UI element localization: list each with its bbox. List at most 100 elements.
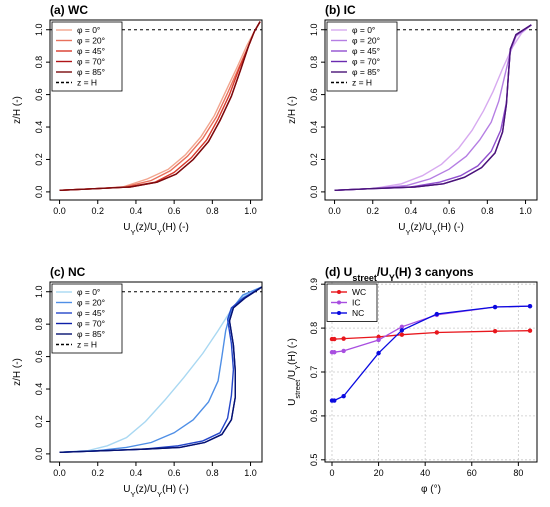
y-tick-label: 0.8	[34, 318, 44, 331]
legend-label: φ = 20°	[77, 36, 105, 46]
legend-label: φ = 85°	[352, 67, 380, 77]
legend-label: z = H	[77, 340, 97, 350]
y-tick-label: 1.0	[309, 23, 319, 36]
legend-label: φ = 0°	[77, 25, 100, 35]
legend: φ = 0°φ = 20°φ = 45°φ = 70°φ = 85°z = H	[51, 283, 123, 354]
y-axis-label: Ustreet/UY(H) (-)	[287, 338, 302, 406]
y-tick-label: 0.6	[309, 88, 319, 101]
legend-label: φ = 0°	[77, 287, 100, 297]
legend-marker	[337, 290, 341, 294]
data-point	[376, 334, 381, 340]
legend-label: φ = 45°	[352, 46, 380, 56]
y-tick-label: 0.2	[34, 153, 44, 166]
y-tick-label: 1.0	[34, 285, 44, 298]
data-point	[332, 336, 337, 342]
x-tick-label: 0.6	[168, 206, 181, 216]
legend-label: WC	[352, 287, 366, 297]
panel-title: (b) IC	[325, 3, 356, 17]
data-point	[376, 350, 381, 356]
x-tick-label: 0.6	[443, 206, 456, 216]
y-tick-label: 0.4	[34, 121, 44, 134]
data-point	[492, 328, 498, 334]
y-tick-label: 0.8	[309, 322, 319, 335]
y-tick-label: 0.5	[309, 454, 319, 467]
y-axis-label: z/H (-)	[12, 358, 23, 386]
x-tick-label: 1.0	[244, 206, 257, 216]
y-tick-label: 0.7	[309, 366, 319, 379]
data-point	[527, 328, 533, 333]
legend-label: NC	[352, 308, 364, 318]
chart-panel-a: 0.0 0.2 0.4 0.6 0.8 1.0 0.0 0.2 0.4 0.6 0.8 1.0 (a) …	[12, 3, 263, 237]
panel-title: (c) NC	[50, 265, 86, 279]
chart-panel-c: 0.0 0.2 0.4 0.6 0.8 1.0 0.0 0.2 0.4 0.6 0.8 1.0 (c) …	[12, 265, 263, 499]
chart-panel-d: 0 20 40 60 80 0.5 0.6 0.7 0.8 0.9 (d) Ustreet/UY(H…	[287, 265, 538, 495]
plot-frame	[49, 281, 263, 463]
x-tick-label: 0.2	[366, 206, 379, 216]
legend-label: φ = 85°	[77, 67, 105, 77]
y-tick-label: 0.9	[309, 278, 319, 291]
series-line-b-4	[334, 24, 532, 191]
legend: φ = 0°φ = 20°φ = 45°φ = 70°φ = 85°z = H	[326, 21, 398, 92]
y-tick-label: 0.2	[309, 153, 319, 166]
panel-title: (d) Ustreet/UY(H) 3 canyons	[325, 265, 474, 283]
legend-box	[51, 283, 123, 354]
legend-marker	[337, 311, 341, 315]
x-axis-label: UY(z)/UY(H) (-)	[398, 222, 464, 237]
legend-box	[326, 21, 398, 92]
legend-label: φ = 45°	[77, 308, 105, 318]
data-point	[399, 324, 405, 329]
legend: φ = 0°φ = 20°φ = 45°φ = 70°φ = 85°z = H	[51, 21, 123, 92]
x-axis-label: UY(z)/UY(H) (-)	[123, 484, 189, 499]
legend-label: φ = 70°	[77, 57, 105, 67]
y-tick-label: 0.6	[34, 88, 44, 101]
legend-label: φ = 0°	[352, 25, 375, 35]
x-tick-label: 0	[329, 468, 334, 478]
x-tick-label: 1.0	[244, 468, 257, 478]
x-tick-label: 0.2	[91, 206, 104, 216]
legend-marker	[337, 300, 341, 305]
data-point	[399, 328, 405, 333]
chart-panel-b: 0.0 0.2 0.4 0.6 0.8 1.0 0.0 0.2 0.4 0.6 0.8 1.0 (b) …	[287, 3, 538, 237]
x-tick-label: 80	[513, 468, 523, 478]
x-tick-label: 0.8	[481, 206, 494, 216]
x-tick-label: 0.4	[130, 206, 143, 216]
x-axis-label: φ (°)	[421, 484, 441, 495]
y-axis-label: z/H (-)	[12, 96, 23, 124]
data-point	[434, 311, 440, 317]
data-point	[527, 303, 533, 309]
series-line-c-4	[59, 286, 262, 453]
data-point	[341, 336, 346, 341]
y-tick-label: 0.0	[34, 186, 44, 199]
x-tick-label: 0.6	[168, 468, 181, 478]
y-tick-label: 0.4	[34, 383, 44, 396]
x-tick-label: 0.8	[206, 468, 219, 478]
series-line-a-4	[59, 21, 261, 191]
y-tick-label: 0.6	[34, 350, 44, 363]
legend-label: φ = 85°	[77, 329, 105, 339]
x-tick-label: 0.2	[91, 468, 104, 478]
x-tick-label: 0.4	[405, 206, 418, 216]
data-point	[332, 350, 337, 355]
x-axis-label: UY(z)/UY(H) (-)	[123, 222, 189, 237]
legend-label: φ = 45°	[77, 46, 105, 56]
y-tick-label: 1.0	[34, 23, 44, 36]
legend-label: φ = 20°	[352, 36, 380, 46]
y-tick-label: 0.0	[34, 448, 44, 461]
legend-label: φ = 70°	[352, 57, 380, 67]
series-line-d-0	[332, 330, 531, 340]
x-tick-label: 1.0	[519, 206, 532, 216]
data-point	[341, 348, 346, 354]
plot-frame	[49, 19, 263, 201]
legend-label: IC	[352, 298, 361, 308]
data-point	[434, 330, 440, 335]
x-tick-label: 60	[467, 468, 477, 478]
x-tick-label: 0.8	[206, 206, 219, 216]
y-axis-label: z/H (-)	[287, 96, 298, 124]
legend-label: z = H	[352, 78, 372, 88]
data-point	[399, 332, 405, 337]
x-tick-label: 0.0	[53, 468, 66, 478]
x-tick-label: 40	[420, 468, 430, 478]
y-tick-label: 0.2	[34, 415, 44, 428]
